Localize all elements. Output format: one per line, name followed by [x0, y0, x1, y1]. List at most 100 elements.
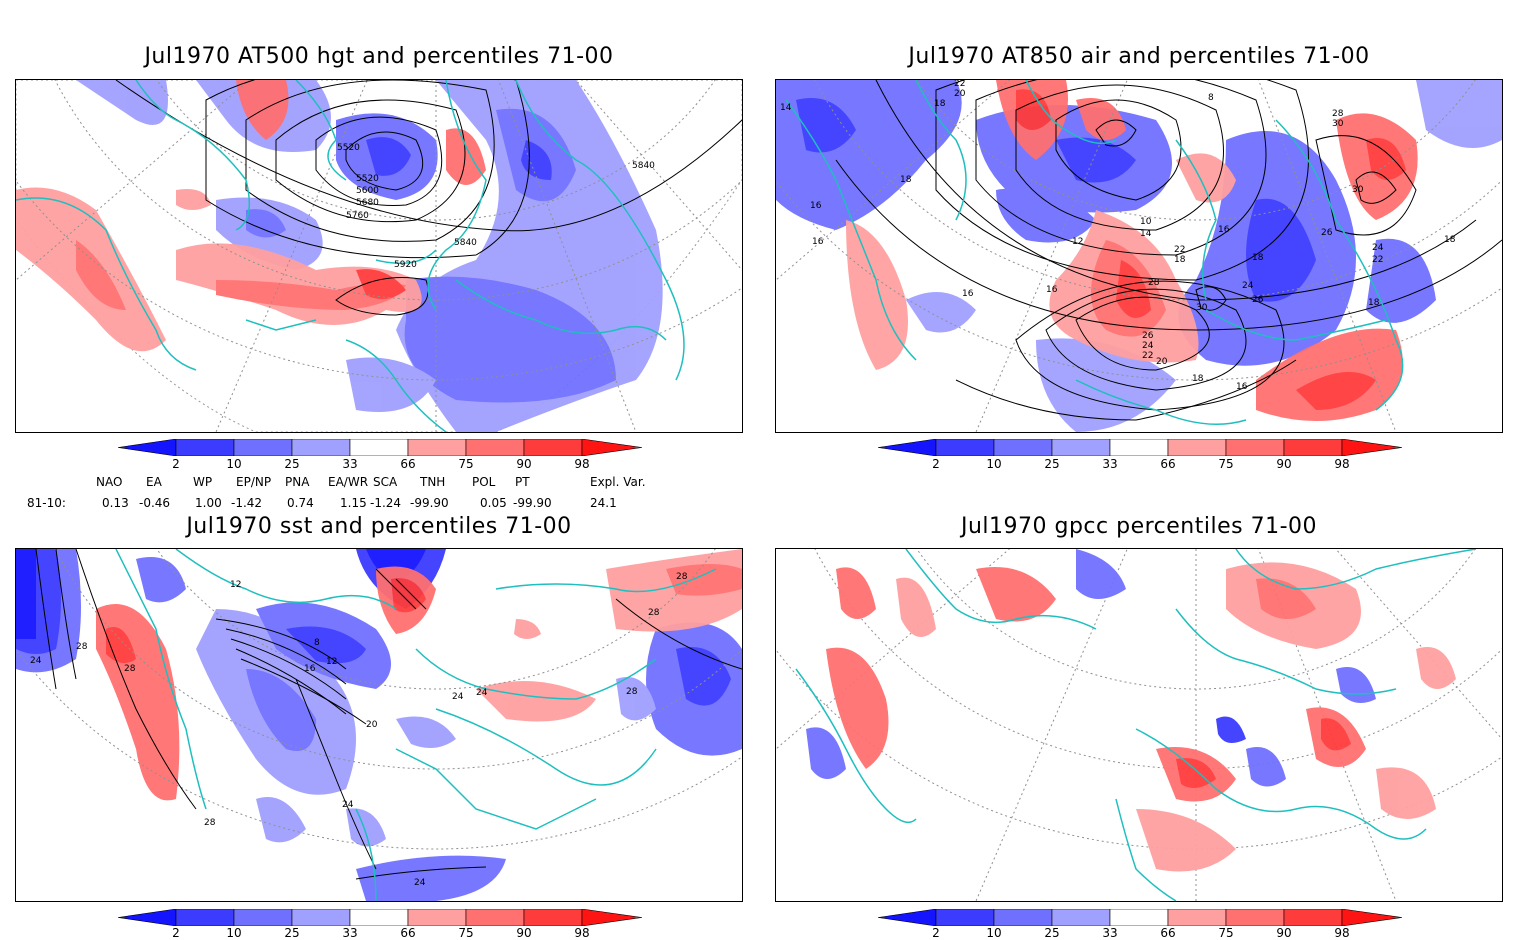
- contour-label: 5680: [356, 198, 379, 208]
- colorbar-label: 98: [574, 926, 590, 940]
- contour-label: 16: [812, 237, 824, 247]
- index-header: WP: [193, 475, 213, 489]
- contour-label: 16: [810, 201, 822, 211]
- index-header: POL: [472, 475, 496, 489]
- contour-label: 24: [30, 656, 42, 666]
- colorbar-label: 2: [172, 457, 180, 471]
- colorbar-label: 98: [574, 457, 590, 471]
- contour-label: 26: [1142, 331, 1154, 341]
- colorbar-label: 90: [516, 457, 532, 471]
- contour-label: 30: [1332, 119, 1344, 129]
- colorbar-label: 33: [1102, 457, 1118, 471]
- colorbar-label: 75: [1218, 926, 1234, 940]
- contour-label: 12: [230, 580, 241, 590]
- contour-label: 28: [1332, 109, 1344, 119]
- index-header: PT: [515, 475, 530, 489]
- contour-label: 18: [900, 175, 912, 185]
- colorbar-label: 10: [986, 457, 1002, 471]
- panel-4-map: [775, 548, 1503, 902]
- contour-label: 26: [1252, 295, 1264, 305]
- contour-label: 24: [1142, 341, 1154, 351]
- positive-anomaly-shading: [846, 80, 1418, 421]
- colorbar-label: 90: [516, 926, 532, 940]
- contour-label: 18: [934, 99, 946, 109]
- colorbar-label: 25: [1044, 457, 1060, 471]
- contour-label: 18: [1192, 374, 1204, 384]
- contour-label: 10: [1140, 217, 1152, 227]
- contour-label: 20: [366, 720, 378, 730]
- contour-label: 28: [76, 642, 88, 652]
- colorbar-panel-1: [117, 438, 643, 457]
- colorbar-label: 66: [400, 457, 416, 471]
- contour-label: 24: [1372, 243, 1384, 253]
- colorbar-label: 33: [342, 457, 358, 471]
- contour-label: 24: [1242, 281, 1254, 291]
- contour-label: 16: [304, 664, 316, 674]
- index-value: 1.15: [340, 496, 367, 510]
- contour-label: 18: [1174, 255, 1186, 265]
- negative-anomaly-shading: [16, 549, 742, 901]
- contour-label: 28: [124, 664, 136, 674]
- colorbar-label: 98: [1334, 457, 1350, 471]
- temperature-contours: [835, 80, 1502, 421]
- index-value: -1.42: [231, 496, 263, 510]
- colorbar-label: 25: [284, 457, 300, 471]
- contour-labels: 14 22 20 18 8 28 30 16 18 30 10 14 16 12…: [780, 80, 1456, 392]
- colorbar-labels-panel-1: 2 10 25 33 66 75 90 98: [118, 457, 642, 473]
- contour-label: 8: [314, 638, 320, 648]
- panel-3-title: Jul1970 sst and percentiles 71-00: [186, 514, 572, 539]
- colorbar-label: 2: [932, 926, 940, 940]
- contour-label: 12: [326, 657, 337, 667]
- colorbar-label: 98: [1334, 926, 1350, 940]
- index-header: EA: [146, 475, 162, 489]
- contour-label: 18: [1368, 298, 1380, 308]
- contour-label: 5840: [632, 161, 655, 171]
- colorbar-label: 25: [284, 926, 300, 940]
- index-value: 24.1: [590, 496, 617, 510]
- contour-label: 5840: [454, 238, 477, 248]
- contour-label: 14: [780, 103, 792, 113]
- panel-2-title: Jul1970 AT850 air and percentiles 71-00: [908, 44, 1370, 69]
- contour-label: 30: [1352, 185, 1364, 195]
- contour-label: 24: [414, 878, 426, 888]
- contour-label: 28: [626, 687, 638, 697]
- index-value: 0.13: [102, 496, 129, 510]
- height-contours: [115, 80, 742, 316]
- contour-label: 18: [1252, 253, 1264, 263]
- index-value: 0.05: [480, 496, 507, 510]
- index-header: TNH: [420, 475, 446, 489]
- index-value: -0.46: [139, 496, 171, 510]
- contour-label: 22: [954, 80, 965, 89]
- colorbar-label: 2: [932, 457, 940, 471]
- index-header: PNA: [285, 475, 310, 489]
- contour-label: 20: [954, 89, 966, 99]
- contour-label: 16: [1218, 225, 1230, 235]
- contour-label: 5600: [356, 186, 379, 196]
- coastlines: [795, 549, 1477, 901]
- contour-label: 16: [1236, 382, 1248, 392]
- contour-label: 22: [1174, 245, 1185, 255]
- contour-label: 8: [1208, 93, 1214, 103]
- colorbar-label: 33: [342, 926, 358, 940]
- colorbar-label: 10: [226, 926, 242, 940]
- contour-label: 16: [962, 289, 974, 299]
- contour-labels: 28 24 28 12 8 12 16 20 24 24 28 28 28 24…: [30, 572, 688, 888]
- index-header-row: NAO EA WP EP/NP PNA EA/WR SCA TNH POL PT…: [0, 475, 760, 491]
- index-header: EP/NP: [236, 475, 272, 489]
- contour-label: 5520: [337, 143, 360, 153]
- colorbar-label: 75: [1218, 457, 1234, 471]
- contour-label: 28: [648, 608, 660, 618]
- contour-label: 5760: [346, 211, 369, 221]
- index-header: SCA: [373, 475, 398, 489]
- coastlines: [785, 80, 1404, 425]
- contour-label: 22: [1142, 351, 1153, 361]
- panel-1-map: 5520 5520 5600 5680 5760 5840 5840 5920: [15, 79, 743, 433]
- colorbar-label: 90: [1276, 457, 1292, 471]
- colorbar-label: 66: [1160, 457, 1176, 471]
- contour-label: 28: [1148, 278, 1160, 288]
- panel-1-title: Jul1970 AT500 hgt and percentiles 71-00: [144, 44, 614, 69]
- contour-label: 24: [452, 692, 464, 702]
- negative-anomaly-shading: [76, 80, 663, 432]
- panel-3-map: 28 24 28 12 8 12 16 20 24 24 28 28 28 24…: [15, 548, 743, 902]
- precipitation-percentile-shading: [806, 549, 1456, 872]
